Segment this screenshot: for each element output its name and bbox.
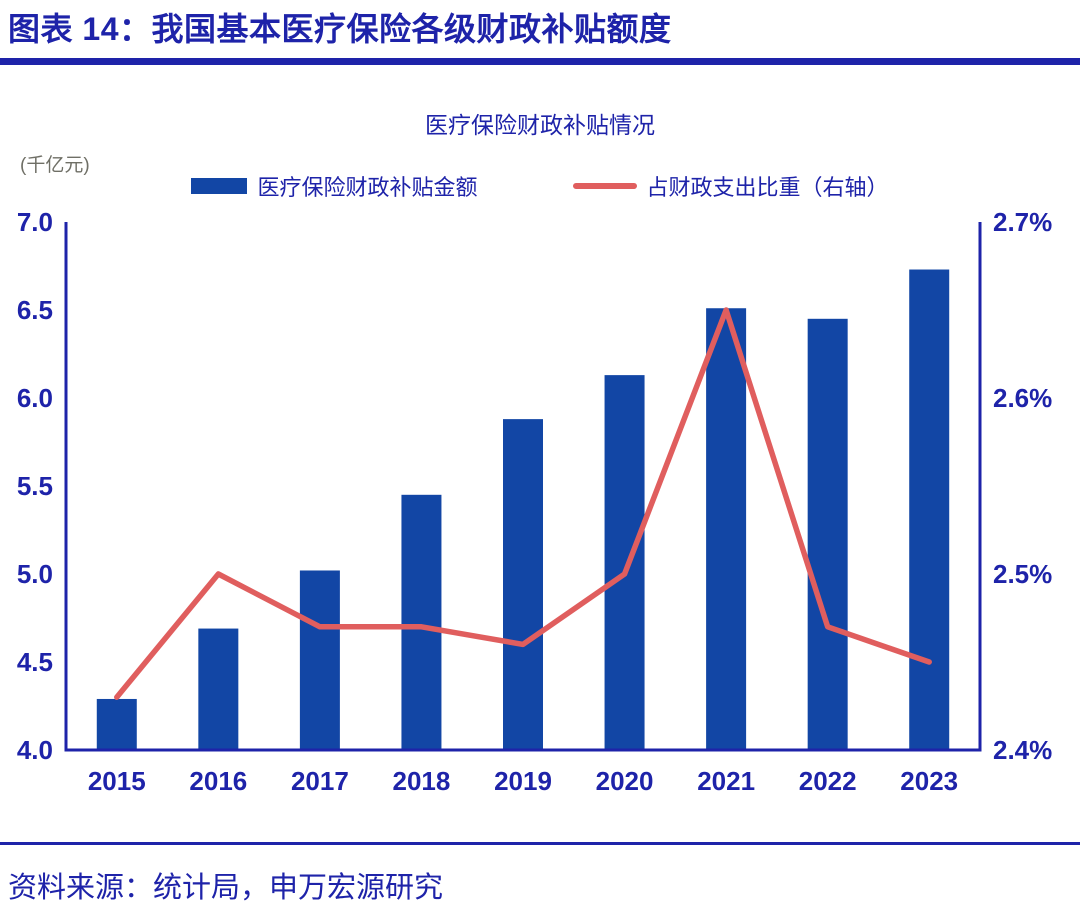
x-label-2018: 2018 xyxy=(393,766,451,796)
bar-2016 xyxy=(198,628,239,750)
left-tick-5.5: 5.5 xyxy=(17,471,53,501)
bar-2015 xyxy=(96,698,137,750)
legend-item-line: 占财政支出比重（右轴） xyxy=(572,170,889,202)
left-tick-5.0: 5.0 xyxy=(17,559,53,589)
left-tick-6.0: 6.0 xyxy=(17,383,53,413)
title-underline xyxy=(0,58,1080,65)
left-tick-7.0: 7.0 xyxy=(17,207,53,237)
x-label-2021: 2021 xyxy=(697,766,755,796)
x-label-2023: 2023 xyxy=(900,766,958,796)
footer-rule xyxy=(0,842,1080,845)
x-label-2022: 2022 xyxy=(799,766,857,796)
axis-unit-label: (千亿元) xyxy=(20,155,90,176)
right-tick-2.5%: 2.5% xyxy=(993,559,1052,589)
legend-label-line: 占财政支出比重（右轴） xyxy=(646,175,889,200)
chart-legend: 医疗保险财政补贴金额 占财政支出比重（右轴） xyxy=(0,170,1080,202)
bar-series-swatch xyxy=(191,178,248,194)
bar-2020 xyxy=(604,375,645,750)
ratio-line xyxy=(114,307,932,700)
chart-title: 医疗保险财政补贴情况 xyxy=(425,112,655,138)
bar-2023 xyxy=(909,269,950,750)
bar-2021 xyxy=(706,308,747,750)
right-tick-2.7%: 2.7% xyxy=(993,207,1052,237)
source-note: 资料来源：统计局，申万宏源研究 xyxy=(8,872,444,904)
x-label-2019: 2019 xyxy=(494,766,552,796)
bar-2022 xyxy=(807,318,848,750)
bar-2018 xyxy=(401,494,442,750)
legend-item-bar: 医疗保险财政补贴金额 xyxy=(191,170,478,202)
left-tick-4.0: 4.0 xyxy=(17,735,53,765)
left-tick-4.5: 4.5 xyxy=(17,647,53,677)
right-tick-2.4%: 2.4% xyxy=(993,735,1052,765)
left-tick-6.5: 6.5 xyxy=(17,295,53,325)
legend-label-bar: 医疗保险财政补贴金额 xyxy=(257,175,478,200)
x-label-2015: 2015 xyxy=(88,766,146,796)
x-label-2017: 2017 xyxy=(291,766,349,796)
figure-title: 图表 14：我国基本医疗保险各级财政补贴额度 xyxy=(8,11,672,47)
bar-2019 xyxy=(503,419,543,750)
x-label-2016: 2016 xyxy=(189,766,247,796)
line-series-swatch xyxy=(572,183,637,189)
x-label-2020: 2020 xyxy=(596,766,654,796)
right-tick-2.6%: 2.6% xyxy=(993,383,1052,413)
bar-2017 xyxy=(299,570,340,750)
